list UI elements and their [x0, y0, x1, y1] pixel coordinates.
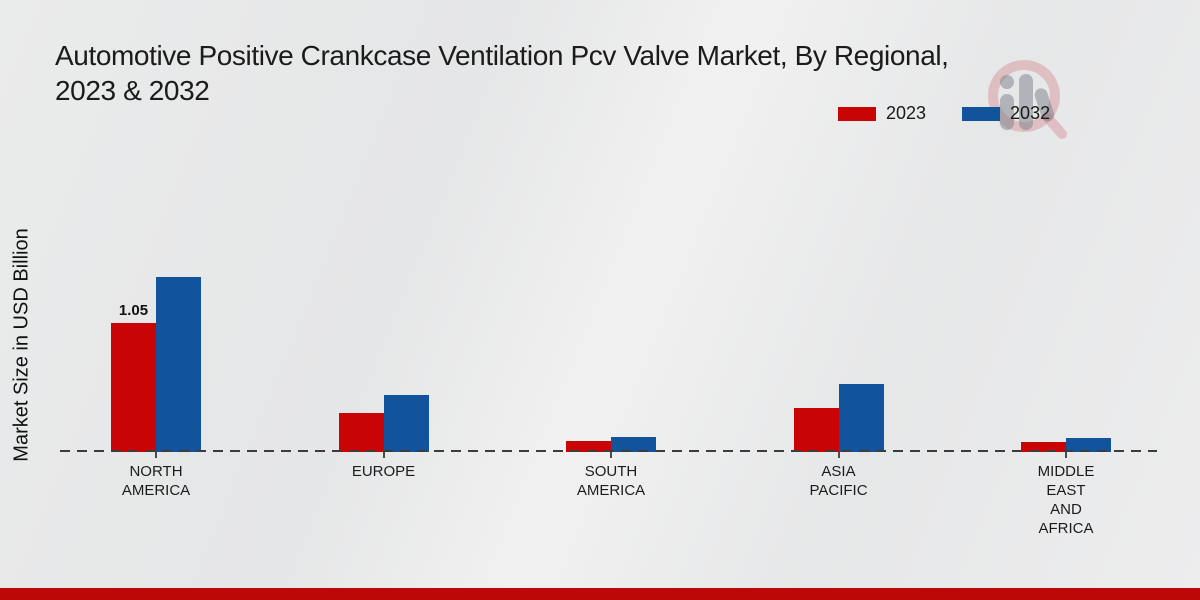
x-axis-tick — [382, 452, 385, 458]
x-axis-baseline — [60, 450, 1157, 452]
legend-label-2023: 2023 — [886, 103, 927, 123]
legend-swatch-2032 — [962, 106, 1001, 121]
chart-title-line1: Automotive Positive Crankcase Ventilatio… — [55, 40, 949, 71]
x-axis-tick — [837, 452, 840, 458]
x-axis-tick — [155, 452, 157, 458]
bar-north-america-2023 — [111, 323, 156, 452]
legend: 2023 2032 — [838, 103, 1050, 124]
bar-asia-pacific-2032 — [838, 384, 884, 452]
chart-title-line2: 2023 & 2032 — [55, 75, 210, 106]
x-axis-label-europe: EUROPE — [351, 463, 416, 480]
bar-south-america-2032 — [611, 437, 656, 452]
chart-title: Automotive Positive Crankcase Ventilatio… — [55, 38, 1035, 108]
bar-middle-east-and-africa-2023 — [1021, 442, 1066, 452]
x-axis-label-north-america: NORTH AMERICA — [121, 463, 191, 499]
x-axis-tick — [1065, 452, 1067, 458]
legend-item-2023: 2023 — [838, 103, 926, 124]
x-axis-label-middle-east-and-africa: MIDDLE EAST AND AFRICA — [1037, 463, 1095, 537]
bar-south-america-2023 — [566, 441, 611, 452]
x-axis-label-asia-pacific: ASIA PACIFIC — [809, 463, 868, 499]
bar-asia-pacific-2023 — [793, 408, 839, 452]
bar-north-america-2032 — [156, 277, 201, 452]
x-axis-tick — [610, 452, 612, 458]
footer-accent-bar — [0, 588, 1200, 600]
legend-item-2032: 2032 — [962, 103, 1050, 124]
legend-label-2032: 2032 — [1010, 103, 1051, 123]
bar-europe-2032 — [383, 395, 429, 452]
bar-value-label: 1.05 — [118, 302, 149, 319]
legend-swatch-2023 — [838, 106, 876, 121]
bar-middle-east-and-africa-2032 — [1066, 438, 1111, 452]
x-axis-label-south-america: SOUTH AMERICA — [576, 463, 646, 499]
bar-europe-2023 — [338, 413, 384, 452]
